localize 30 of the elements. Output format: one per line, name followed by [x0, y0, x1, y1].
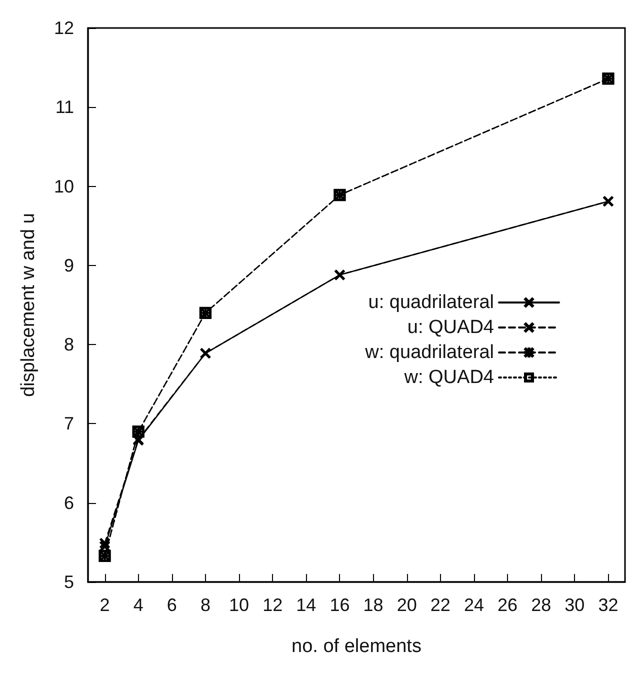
x-tick-label: 4	[133, 595, 144, 615]
y-tick-label: 9	[64, 255, 74, 276]
legend-label: w: quadrilateral	[364, 342, 494, 363]
x-tick-label: 22	[430, 595, 450, 615]
y-tick-label: 11	[55, 97, 74, 118]
x-tick-label: 6	[166, 595, 177, 615]
y-tick-label: 8	[64, 334, 74, 355]
legend-label: u: quadrilateral	[368, 292, 494, 313]
x-tick-label: 16	[330, 595, 350, 615]
legend-label: w: QUAD4	[403, 367, 494, 388]
y-axis-title: displacement w and u	[18, 213, 39, 397]
y-tick-label: 6	[64, 492, 74, 513]
y-tick-label: 5	[64, 572, 74, 592]
x-tick-label: 24	[464, 595, 484, 615]
x-tick-label: 28	[531, 595, 552, 615]
x-tick-label: 12	[262, 595, 283, 615]
x-tick-label: 20	[396, 595, 417, 615]
x-axis-title: no. of elements	[292, 636, 422, 657]
x-tick-label: 18	[363, 595, 384, 615]
y-tick-label: 12	[54, 18, 74, 38]
y-tick-label: 10	[54, 176, 74, 196]
x-tick-label: 32	[598, 595, 618, 615]
x-tick-label: 26	[498, 595, 518, 615]
y-tick-label: 7	[64, 414, 74, 434]
x-tick-label: 10	[229, 595, 250, 615]
x-tick-label: 14	[296, 595, 316, 615]
x-tick-label: 8	[200, 595, 210, 615]
x-tick-label: 30	[564, 595, 585, 615]
legend-label: u: QUAD4	[407, 317, 494, 338]
x-tick-label: 2	[100, 595, 110, 615]
